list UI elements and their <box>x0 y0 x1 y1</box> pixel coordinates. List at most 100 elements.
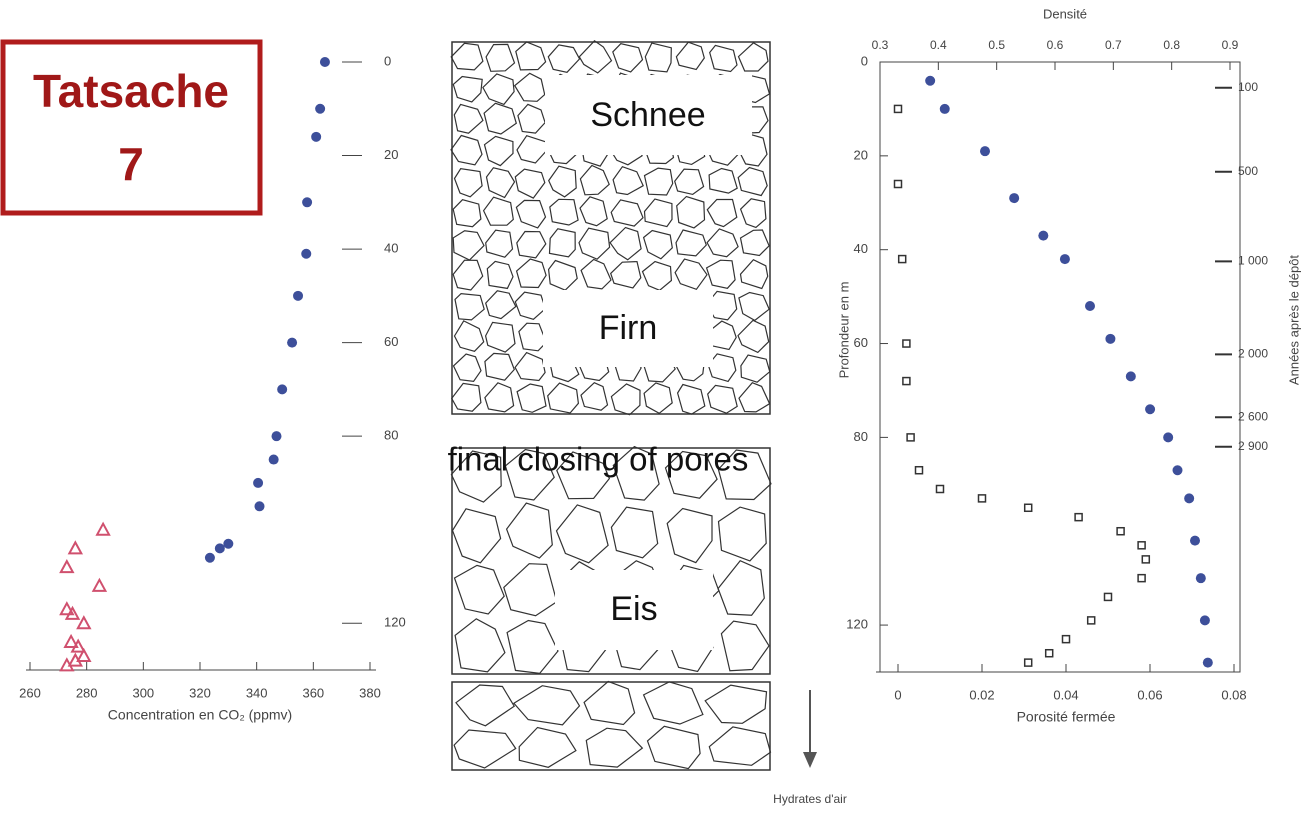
grain <box>579 228 610 259</box>
point <box>979 495 986 502</box>
grain <box>550 199 578 225</box>
point <box>1142 556 1149 563</box>
point <box>315 104 325 114</box>
x-tick-label: 0.02 <box>969 687 994 702</box>
point <box>287 338 297 348</box>
grain <box>484 103 516 134</box>
grain <box>709 321 736 349</box>
age-label: 500 <box>1238 164 1258 178</box>
grain <box>741 355 770 382</box>
point <box>1038 231 1048 241</box>
point <box>269 455 279 465</box>
point <box>320 57 330 67</box>
grain <box>453 77 482 102</box>
x-tick-label: 380 <box>359 685 381 700</box>
point <box>311 132 321 142</box>
x-tick-label: 340 <box>246 685 268 700</box>
grain <box>707 229 738 257</box>
grain <box>486 44 514 71</box>
point <box>980 146 990 156</box>
grain <box>453 260 483 290</box>
grain <box>738 168 767 196</box>
grain <box>648 726 701 768</box>
grain <box>455 321 484 351</box>
grain <box>504 564 557 616</box>
grain <box>667 509 712 563</box>
grain <box>516 200 545 228</box>
point <box>940 104 950 114</box>
point <box>907 434 914 441</box>
grain <box>455 565 505 614</box>
point <box>1085 301 1095 311</box>
grain <box>453 509 501 563</box>
grain <box>611 384 640 415</box>
grain <box>645 168 673 195</box>
grain <box>739 293 769 321</box>
grain <box>507 621 558 674</box>
grain <box>453 200 481 227</box>
grain <box>675 169 704 194</box>
point <box>272 431 282 441</box>
grain <box>611 507 657 558</box>
grain <box>705 685 766 723</box>
point <box>61 561 73 572</box>
grain <box>484 197 514 225</box>
arrow-head <box>803 752 817 768</box>
point <box>255 501 265 511</box>
grain <box>454 104 483 133</box>
grain <box>486 322 515 352</box>
grain <box>485 353 514 380</box>
point <box>93 580 105 591</box>
point <box>1126 371 1136 381</box>
point <box>899 256 906 263</box>
grain <box>455 169 483 197</box>
grain <box>613 44 643 72</box>
y-tick-label: 80 <box>854 429 868 444</box>
age-label: 1 000 <box>1238 254 1268 268</box>
y-tick-label: 20 <box>854 147 868 162</box>
point <box>293 291 303 301</box>
x-axis-title: Porosité fermée <box>1017 709 1116 725</box>
age-label: 2 000 <box>1238 347 1268 361</box>
x-tick-label: 260 <box>19 685 41 700</box>
x2-tick-label: 0.4 <box>930 38 947 52</box>
slide: Tatsache 7 Schnee Firn final closing of … <box>0 0 1311 813</box>
x-tick-label: 320 <box>189 685 211 700</box>
point <box>925 76 935 86</box>
y-tick-label: 0 <box>384 53 391 68</box>
grain <box>738 320 769 352</box>
grain <box>677 197 705 228</box>
grain <box>451 43 483 70</box>
grain <box>741 199 766 228</box>
y-tick-label: 40 <box>854 241 868 256</box>
y-tick-label: 20 <box>384 147 398 162</box>
grain <box>454 354 482 381</box>
grain <box>584 681 635 724</box>
grain <box>644 231 673 259</box>
layer-label: Schnee <box>590 96 705 134</box>
grain <box>707 200 737 227</box>
grain <box>611 200 643 226</box>
grain <box>739 43 769 71</box>
grain <box>643 262 672 291</box>
y-tick-label: 120 <box>846 617 868 632</box>
y2-axis-title: Années après le dépôt <box>1286 255 1301 385</box>
grain <box>549 261 578 291</box>
grain <box>487 168 515 198</box>
layer-label: Firn <box>599 309 658 347</box>
grain <box>548 45 579 72</box>
grain <box>580 166 609 195</box>
age-label: 2 600 <box>1238 409 1268 423</box>
point <box>301 249 311 259</box>
hydrate-block <box>452 682 770 770</box>
grain <box>515 292 545 319</box>
grain <box>581 259 611 289</box>
grain <box>678 385 705 415</box>
age-label: 100 <box>1238 80 1258 94</box>
y-tick-label: 60 <box>384 334 398 349</box>
point <box>1145 404 1155 414</box>
grain <box>453 231 484 260</box>
grain <box>548 383 579 413</box>
x2-tick-label: 0.7 <box>1105 38 1122 52</box>
point <box>1173 465 1183 475</box>
